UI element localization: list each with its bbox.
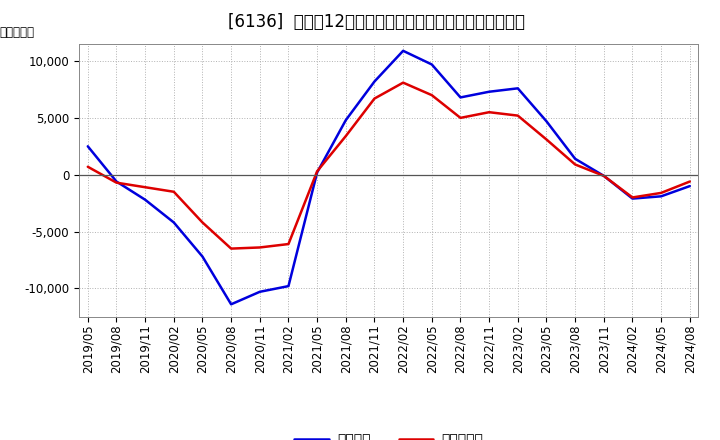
経常利益 bbox=[141, 197, 150, 202]
当期純利益 bbox=[600, 173, 608, 179]
当期純利益 bbox=[198, 220, 207, 225]
経常利益 bbox=[341, 117, 350, 123]
経常利益 bbox=[542, 119, 551, 124]
当期純利益 bbox=[657, 190, 665, 195]
当期純利益 bbox=[256, 245, 264, 250]
当期純利益 bbox=[284, 242, 293, 247]
当期純利益 bbox=[227, 246, 235, 251]
当期純利益 bbox=[112, 180, 121, 185]
当期純利益 bbox=[141, 185, 150, 190]
当期純利益 bbox=[84, 164, 92, 169]
経常利益 bbox=[600, 173, 608, 179]
経常利益 bbox=[513, 86, 522, 91]
経常利益 bbox=[284, 283, 293, 289]
経常利益 bbox=[685, 183, 694, 189]
経常利益 bbox=[84, 143, 92, 149]
経常利益 bbox=[312, 170, 321, 175]
経常利益 bbox=[256, 289, 264, 294]
Line: 経常利益: 経常利益 bbox=[88, 51, 690, 304]
経常利益 bbox=[456, 95, 465, 100]
当期純利益 bbox=[370, 96, 379, 101]
当期純利益 bbox=[456, 115, 465, 121]
経常利益 bbox=[428, 62, 436, 67]
当期純利益 bbox=[169, 189, 178, 194]
経常利益 bbox=[227, 302, 235, 307]
当期純利益 bbox=[685, 179, 694, 184]
経常利益 bbox=[112, 179, 121, 184]
経常利益 bbox=[571, 156, 580, 161]
当期純利益 bbox=[571, 162, 580, 167]
Title: [6136]  利益だ12か月移動合計の対前年同期増減額の推移: [6136] 利益だ12か月移動合計の対前年同期増減額の推移 bbox=[228, 14, 525, 31]
Legend: 経常利益, 当期純利益: 経常利益, 当期純利益 bbox=[289, 427, 489, 440]
経常利益 bbox=[169, 220, 178, 225]
経常利益 bbox=[198, 254, 207, 259]
経常利益 bbox=[628, 196, 636, 201]
当期純利益 bbox=[485, 110, 493, 115]
当期純利益 bbox=[542, 137, 551, 142]
当期純利益 bbox=[399, 80, 408, 85]
当期純利益 bbox=[341, 133, 350, 139]
経常利益 bbox=[370, 79, 379, 84]
Line: 当期純利益: 当期純利益 bbox=[88, 83, 690, 249]
経常利益 bbox=[399, 48, 408, 53]
当期純利益 bbox=[312, 169, 321, 174]
当期純利益 bbox=[513, 113, 522, 118]
経常利益 bbox=[657, 194, 665, 199]
当期純利益 bbox=[428, 92, 436, 98]
経常利益 bbox=[485, 89, 493, 94]
Y-axis label: （百万円）: （百万円） bbox=[0, 26, 35, 39]
当期純利益 bbox=[628, 195, 636, 200]
